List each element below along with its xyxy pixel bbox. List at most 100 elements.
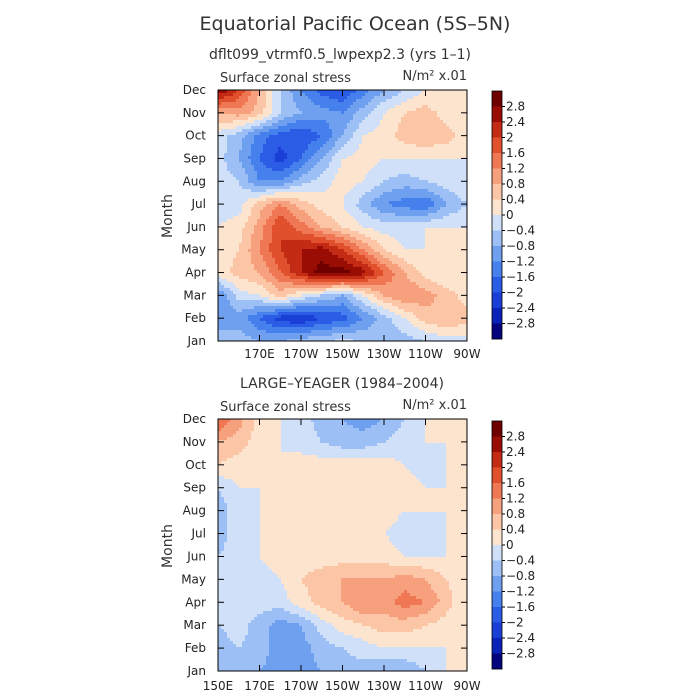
contour-cell — [425, 135, 429, 139]
contour-cell — [383, 201, 387, 205]
contour-cell — [416, 225, 420, 229]
contour-cell — [362, 258, 366, 262]
contour-cell — [389, 267, 393, 271]
contour-cell — [416, 192, 420, 196]
contour-cell — [443, 204, 447, 208]
contour-cell — [263, 99, 267, 103]
contour-cell — [305, 165, 309, 169]
contour-cell — [404, 168, 408, 172]
contour-cell — [293, 219, 297, 223]
contour-cell — [371, 213, 375, 217]
contour-cell — [365, 177, 369, 181]
contour-cell — [275, 237, 279, 241]
contour-cell — [371, 177, 375, 181]
contour-cell — [443, 207, 447, 211]
contour-cell — [410, 195, 414, 199]
contour-cell — [293, 198, 297, 202]
contour-cell — [410, 93, 414, 97]
contour-cell — [461, 135, 465, 139]
contour-cell — [275, 204, 279, 208]
contour-cell — [440, 117, 444, 121]
contour-cell — [395, 234, 399, 238]
contour-cell — [380, 195, 384, 199]
contour-cell — [332, 249, 336, 253]
contour-cell — [317, 132, 321, 136]
contour-cell — [437, 204, 441, 208]
contour-cell — [284, 111, 288, 115]
contour-cell — [386, 165, 390, 169]
contour-cell — [380, 237, 384, 241]
contour-cell — [443, 201, 447, 205]
contour-cell — [242, 270, 246, 274]
contour-cell — [308, 114, 312, 118]
contour-cell — [239, 237, 243, 241]
contour-cell — [371, 255, 375, 259]
contour-cell — [434, 216, 438, 220]
contour-cell — [308, 201, 312, 205]
contour-cell — [431, 174, 435, 178]
contour-cell — [320, 147, 324, 151]
contour-cell — [293, 105, 297, 109]
contour-cell — [344, 153, 348, 157]
contour-cell — [344, 213, 348, 217]
contour-cell — [320, 225, 324, 229]
contour-cell — [275, 219, 279, 223]
contour-cell — [371, 252, 375, 256]
contour-cell — [341, 189, 345, 193]
contour-cell — [305, 228, 309, 232]
contour-cell — [218, 99, 222, 103]
contour-cell — [224, 261, 228, 265]
contour-cell — [245, 207, 249, 211]
contour-cell — [257, 210, 261, 214]
contour-cell — [380, 144, 384, 148]
contour-cell — [377, 105, 381, 109]
contour-cell — [383, 111, 387, 115]
contour-cell — [359, 258, 363, 262]
contour-cell — [446, 210, 450, 214]
contour-cell — [359, 90, 363, 94]
contour-cell — [350, 192, 354, 196]
contour-cell — [218, 183, 222, 187]
contour-cell — [245, 246, 249, 250]
contour-cell — [416, 216, 420, 220]
contour-cell — [431, 96, 435, 100]
contour-cell — [386, 243, 390, 247]
contour-cell — [449, 249, 453, 253]
contour-cell — [389, 189, 393, 193]
contour-cell — [443, 126, 447, 130]
contour-cell — [323, 264, 327, 268]
contour-cell — [272, 228, 276, 232]
contour-cell — [230, 174, 234, 178]
contour-cell — [299, 255, 303, 259]
contour-cell — [434, 213, 438, 217]
contour-cell — [302, 195, 306, 199]
contour-cell — [329, 192, 333, 196]
contour-cell — [389, 222, 393, 226]
contour-cell — [458, 111, 462, 115]
contour-cell — [428, 255, 432, 259]
contour-cell — [377, 261, 381, 265]
contour-cell — [395, 108, 399, 112]
contour-cell — [458, 192, 462, 196]
contour-cell — [434, 90, 438, 94]
contour-cell — [221, 156, 225, 160]
contour-cell — [290, 150, 294, 154]
contour-cell — [221, 261, 225, 265]
contour-cell — [236, 222, 240, 226]
contour-cell — [218, 177, 222, 181]
contour-cell — [266, 102, 270, 106]
contour-cell — [377, 102, 381, 106]
contour-cell — [461, 258, 465, 262]
contour-cell — [269, 102, 273, 106]
contour-cell — [275, 243, 279, 247]
contour-cell — [398, 180, 402, 184]
contour-cell — [338, 177, 342, 181]
contour-cell — [230, 132, 234, 136]
contour-cell — [365, 96, 369, 100]
contour-cell — [362, 135, 366, 139]
contour-cell — [413, 90, 417, 94]
contour-cell — [254, 96, 258, 100]
contour-cell — [284, 162, 288, 166]
contour-cell — [305, 102, 309, 106]
contour-cell — [317, 120, 321, 124]
